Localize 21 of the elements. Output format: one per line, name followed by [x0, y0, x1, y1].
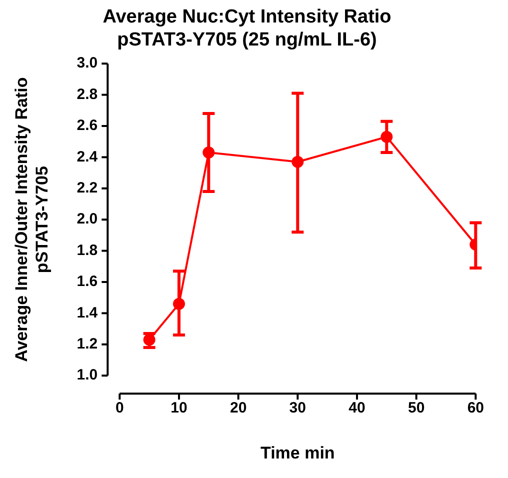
y-axis-title: Average Inner/Outer Intensity Ratio pSTAT3-Y705: [12, 77, 52, 362]
y-tick-label: 2.0: [76, 210, 98, 228]
x-tick-label: 10: [170, 400, 188, 417]
y-tick-label: 1.4: [76, 304, 98, 322]
x-tick-label: 30: [289, 400, 306, 417]
x-tick-label: 20: [230, 400, 247, 417]
y-tick-label: 2.2: [76, 180, 98, 197]
x-tick-label: 40: [348, 400, 366, 417]
y-tick-label: 1.8: [76, 242, 98, 259]
y-tick-label: 2.4: [76, 148, 98, 166]
x-axis-title: Time min: [260, 443, 335, 462]
y-tick-label: 1.6: [76, 273, 98, 290]
x-tick-label: 50: [408, 400, 425, 417]
x-tick-label: 60: [467, 400, 484, 417]
x-tick-label: 0: [115, 400, 124, 417]
y-tick-label: 3.0: [76, 54, 98, 72]
y-tick-label: 1.0: [76, 366, 98, 384]
y-tick-label: 1.2: [76, 336, 98, 353]
chart-title: Average Nuc:Cyt Intensity Ratio pSTAT3-Y705 (25 ng/mL IL-6): [102, 6, 392, 50]
y-tick-label: 2.8: [76, 86, 98, 103]
y-tick-label: 2.6: [76, 117, 98, 134]
